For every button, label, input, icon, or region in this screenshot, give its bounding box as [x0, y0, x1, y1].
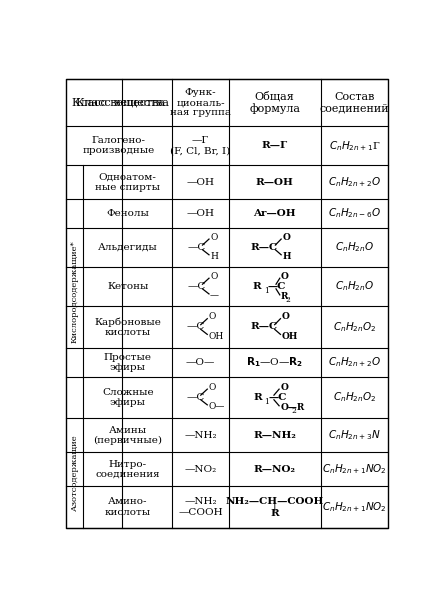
Text: R: R — [254, 393, 263, 402]
Text: O: O — [282, 233, 290, 242]
Text: —NH₂: —NH₂ — [184, 431, 217, 440]
Text: O: O — [210, 272, 218, 281]
Text: |: | — [273, 502, 276, 511]
Text: R: R — [253, 282, 262, 291]
Text: —C: —C — [268, 282, 286, 291]
Text: Функ-
циональ-
ная группа: Функ- циональ- ная группа — [170, 88, 231, 117]
Text: $\mathbf{R_1}$—O—$\mathbf{R_2}$: $\mathbf{R_1}$—O—$\mathbf{R_2}$ — [246, 355, 303, 369]
Text: R: R — [281, 292, 288, 301]
Text: $C_nH_{2n+1}NO_2$: $C_nH_{2n+1}NO_2$ — [322, 462, 387, 476]
Text: —OH: —OH — [187, 178, 214, 187]
Text: Одноатом-
ные спирты: Одноатом- ные спирты — [95, 172, 160, 192]
Text: Кетоны: Кетоны — [107, 282, 148, 291]
Text: O: O — [208, 313, 216, 322]
Text: R—C: R—C — [250, 323, 277, 332]
Text: R—C: R—C — [251, 243, 278, 252]
Text: —C: —C — [268, 393, 287, 402]
Text: Амино-
кислоты: Амино- кислоты — [105, 498, 151, 517]
Text: $C_nH_{2n+2}O$: $C_nH_{2n+2}O$ — [328, 175, 381, 189]
Text: —C: —C — [188, 282, 206, 291]
Text: Простые
эфиры: Простые эфиры — [104, 353, 152, 372]
Text: Фенолы: Фенолы — [106, 209, 149, 218]
Text: —Г
(F, Cl, Br, I): —Г (F, Cl, Br, I) — [170, 136, 230, 155]
Text: —C: —C — [186, 323, 205, 332]
Text: O: O — [280, 383, 288, 392]
Text: 1: 1 — [264, 398, 269, 406]
Text: R—Г: R—Г — [261, 141, 288, 150]
Text: Карбоновые
кислоты: Карбоновые кислоты — [94, 317, 161, 337]
Text: —C: —C — [186, 393, 205, 402]
Text: —C: —C — [188, 243, 206, 252]
Text: Галогено-
производные: Галогено- производные — [83, 136, 155, 155]
Text: OH: OH — [208, 332, 224, 341]
Text: $C_nH_{2n}O_2$: $C_nH_{2n}O_2$ — [333, 391, 376, 404]
Text: —O—: —O— — [186, 358, 215, 367]
Text: R—OH: R—OH — [256, 178, 294, 187]
Text: —OH: —OH — [187, 209, 214, 218]
Text: —NH₂
—COOH: —NH₂ —COOH — [178, 498, 223, 517]
Text: 1: 1 — [264, 287, 268, 295]
Text: Нитро-
соединения: Нитро- соединения — [96, 460, 160, 479]
Text: $C_nH_{2n+2}O$: $C_nH_{2n+2}O$ — [328, 355, 381, 369]
Text: $C_nH_{2n+3}N$: $C_nH_{2n+3}N$ — [328, 429, 381, 442]
Text: $C_nH_{2n}O$: $C_nH_{2n}O$ — [335, 279, 374, 293]
Text: Класс вещества: Класс вещества — [72, 97, 165, 108]
Text: O: O — [208, 383, 216, 392]
Text: H: H — [210, 252, 218, 261]
Text: R: R — [270, 509, 279, 518]
Text: O: O — [210, 233, 218, 242]
Text: Альдегиды: Альдегиды — [98, 243, 158, 252]
Text: $C_nH_{2n}O_2$: $C_nH_{2n}O_2$ — [333, 320, 376, 334]
Text: Азотсодержащие: Азотсодержащие — [70, 435, 78, 511]
Text: O—: O— — [208, 402, 225, 411]
Text: —NO₂: —NO₂ — [184, 465, 217, 474]
Text: O: O — [281, 313, 289, 322]
Text: O: O — [281, 272, 289, 281]
Text: Амины
(первичные): Амины (первичные) — [93, 426, 162, 445]
Text: Ar—OH: Ar—OH — [253, 209, 296, 218]
Text: R—NH₂: R—NH₂ — [253, 431, 296, 440]
Text: O—R: O—R — [280, 403, 304, 412]
Text: Состав
соединений: Состав соединений — [320, 92, 389, 114]
Text: Общая
формула: Общая формула — [249, 91, 300, 114]
Text: Кислородсодержащие*: Кислородсодержащие* — [70, 240, 78, 343]
Text: NH₂—CH—COOH: NH₂—CH—COOH — [225, 496, 324, 505]
Text: $C_nH_{2n+1}$Г: $C_nH_{2n+1}$Г — [329, 139, 380, 153]
Text: R—NO₂: R—NO₂ — [254, 465, 295, 474]
Text: —: — — [210, 291, 219, 300]
Text: OH: OH — [281, 332, 298, 341]
Text: H: H — [282, 252, 291, 261]
Text: Сложные
эфиры: Сложные эфиры — [102, 388, 154, 407]
Text: 2: 2 — [291, 407, 296, 415]
Text: $C_nH_{2n-6}O$: $C_nH_{2n-6}O$ — [328, 207, 381, 221]
Text: $C_nH_{2n}O$: $C_nH_{2n}O$ — [335, 240, 374, 254]
Text: 2: 2 — [286, 296, 291, 305]
Text: Класс вещества: Класс вещества — [76, 97, 169, 108]
Text: $C_nH_{2n+1}NO_2$: $C_nH_{2n+1}NO_2$ — [322, 500, 387, 514]
